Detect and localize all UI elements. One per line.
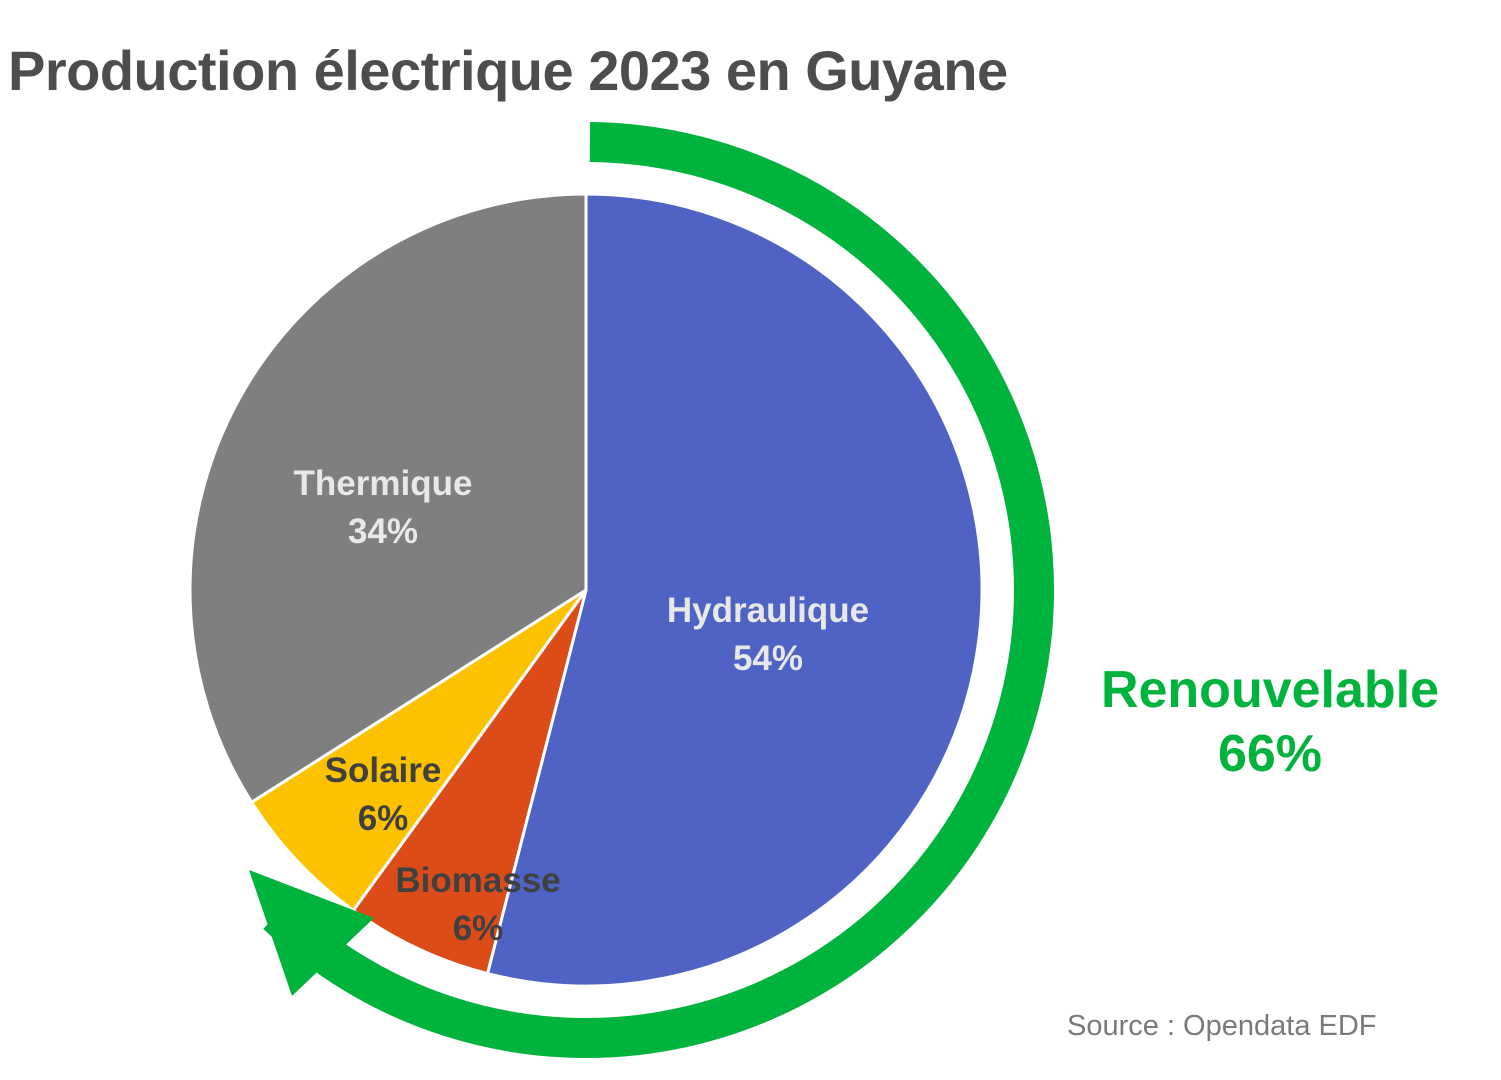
slice-value-thermique: 34% [348, 512, 418, 551]
renewable-arc [263, 122, 1054, 1058]
renewable-arrow-head [249, 870, 374, 996]
pie-slice-thermique [188, 192, 588, 805]
pie-slices [188, 192, 984, 988]
slice-label-thermique: Thermique [294, 464, 473, 503]
slice-labels: Hydraulique 54% Biomasse 6% Solaire 6% Thermiq… [294, 464, 870, 948]
pie-slice-hydraulique [485, 192, 984, 988]
renewable-arc-arrow [249, 122, 1054, 1058]
slice-label-solaire: Solaire [325, 751, 442, 790]
renewable-label: Renouvelable [1100, 661, 1440, 719]
slice-label-biomasse: Biomasse [395, 861, 560, 900]
renewable-annotation: Renouvelable 66% [1060, 658, 1480, 786]
pie-slice-solaire [249, 588, 588, 913]
slice-value-hydraulique: 54% [733, 639, 803, 678]
renewable-value: 66% [1217, 725, 1323, 783]
slice-value-biomasse: 6% [453, 909, 504, 948]
chart-title: Production électrique 2023 en Guyane [8, 39, 1008, 102]
source-note: Source : Opendata EDF [1067, 1010, 1377, 1042]
slice-value-solaire: 6% [358, 799, 409, 838]
slice-label-hydraulique: Hydraulique [667, 591, 869, 630]
